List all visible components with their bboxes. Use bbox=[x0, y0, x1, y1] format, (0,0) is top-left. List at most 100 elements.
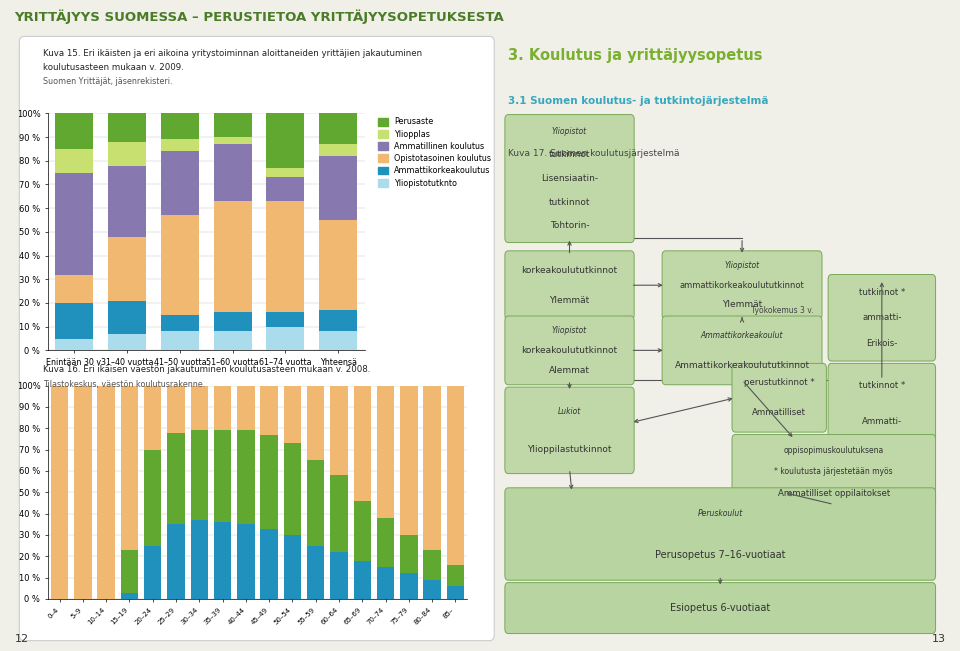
FancyBboxPatch shape bbox=[732, 434, 936, 509]
Bar bbox=[330, 475, 348, 552]
FancyBboxPatch shape bbox=[505, 488, 936, 580]
Bar bbox=[214, 312, 252, 331]
Text: oppisopimuskoulutuksena: oppisopimuskoulutuksena bbox=[783, 445, 884, 454]
Bar bbox=[161, 315, 199, 331]
Bar bbox=[446, 385, 464, 565]
FancyBboxPatch shape bbox=[505, 387, 635, 473]
Text: tutkinnot: tutkinnot bbox=[549, 198, 590, 207]
Bar bbox=[377, 518, 395, 567]
FancyBboxPatch shape bbox=[732, 363, 827, 432]
Bar bbox=[267, 201, 304, 312]
Bar bbox=[267, 327, 304, 350]
Text: Lisensiaatin-: Lisensiaatin- bbox=[540, 174, 598, 183]
Text: Ammattikorkeakoulut: Ammattikorkeakoulut bbox=[701, 331, 783, 340]
Text: Yliopistot: Yliopistot bbox=[725, 261, 759, 270]
Bar bbox=[108, 142, 146, 165]
Bar bbox=[214, 137, 252, 145]
Text: tutkinnot: tutkinnot bbox=[549, 150, 590, 159]
Bar bbox=[161, 151, 199, 215]
Bar bbox=[108, 236, 146, 301]
Bar bbox=[320, 145, 357, 156]
Bar bbox=[307, 460, 324, 546]
Bar bbox=[56, 303, 93, 339]
Bar bbox=[330, 552, 348, 599]
Bar bbox=[267, 177, 304, 201]
Text: koulutusasteen mukaan v. 2009.: koulutusasteen mukaan v. 2009. bbox=[43, 63, 184, 72]
Bar bbox=[400, 535, 418, 574]
Text: Ylemmät: Ylemmät bbox=[722, 301, 762, 309]
Bar bbox=[144, 450, 161, 546]
Bar bbox=[56, 149, 93, 173]
Bar bbox=[307, 385, 324, 460]
Bar bbox=[267, 312, 304, 327]
Text: Kuva 16. Eri ikäisen väestön jakautuminen koulutusasteen mukaan v. 2008.: Kuva 16. Eri ikäisen väestön jakautumine… bbox=[43, 365, 371, 374]
Text: 3.1 Suomen koulutus- ja tutkintojärjestelmä: 3.1 Suomen koulutus- ja tutkintojärjeste… bbox=[509, 96, 769, 105]
FancyBboxPatch shape bbox=[662, 251, 822, 320]
Text: tutkinnot *: tutkinnot * bbox=[858, 288, 905, 297]
Bar bbox=[423, 385, 441, 550]
Text: perustutkinnot *: perustutkinnot * bbox=[744, 378, 814, 387]
Bar bbox=[144, 385, 161, 450]
Bar bbox=[284, 385, 301, 443]
Bar bbox=[377, 567, 395, 599]
Text: Ylioppilastutkinnot: Ylioppilastutkinnot bbox=[527, 445, 612, 454]
Text: Peruskoulut: Peruskoulut bbox=[698, 509, 743, 518]
Text: Esiopetus 6-vuotiaat: Esiopetus 6-vuotiaat bbox=[670, 603, 770, 613]
Bar bbox=[320, 331, 357, 350]
Bar bbox=[353, 385, 371, 501]
Legend: Perusaste, Yliopplas, Ammatillinen koulutus, Opistotasoinen koulutus, Ammattikor: Perusaste, Yliopplas, Ammatillinen koulu… bbox=[378, 117, 492, 187]
Text: tutkinnot *: tutkinnot * bbox=[858, 381, 905, 391]
Bar bbox=[260, 529, 277, 599]
Text: ammatti-: ammatti- bbox=[862, 313, 901, 322]
Bar bbox=[121, 385, 138, 550]
Bar bbox=[446, 565, 464, 586]
FancyBboxPatch shape bbox=[19, 36, 494, 641]
Bar bbox=[377, 385, 395, 518]
Bar bbox=[267, 168, 304, 177]
Bar bbox=[214, 331, 252, 350]
Text: korkeakoulututkinnot: korkeakoulututkinnot bbox=[521, 266, 617, 275]
Text: Erikois-: Erikois- bbox=[866, 339, 898, 348]
Bar bbox=[167, 524, 184, 599]
Bar bbox=[167, 432, 184, 524]
Bar bbox=[214, 113, 252, 137]
Text: Ylemmät: Ylemmät bbox=[549, 296, 589, 305]
FancyBboxPatch shape bbox=[505, 115, 635, 243]
Bar bbox=[284, 535, 301, 599]
Text: Ammattikorkeakoulututkinnot: Ammattikorkeakoulututkinnot bbox=[675, 361, 809, 370]
FancyBboxPatch shape bbox=[505, 251, 635, 320]
Text: Suomen Yrittäjät, jäsenrekisteri.: Suomen Yrittäjät, jäsenrekisteri. bbox=[43, 77, 173, 87]
Bar bbox=[267, 113, 304, 168]
Bar bbox=[56, 173, 93, 275]
Bar bbox=[167, 385, 184, 432]
FancyBboxPatch shape bbox=[505, 583, 936, 633]
Bar bbox=[56, 113, 93, 149]
Bar bbox=[423, 580, 441, 599]
Text: Yliopistot: Yliopistot bbox=[552, 326, 588, 335]
Text: Ammatilliset oppilaitokset: Ammatilliset oppilaitokset bbox=[778, 489, 890, 498]
Text: Tilastokeskus, väestön koulutusrakenne.: Tilastokeskus, väestön koulutusrakenne. bbox=[43, 380, 205, 389]
Text: Perusopetus 7–16-vuotiaat: Perusopetus 7–16-vuotiaat bbox=[655, 549, 785, 560]
Bar bbox=[400, 385, 418, 535]
Bar bbox=[237, 430, 254, 524]
Bar bbox=[353, 501, 371, 561]
Bar bbox=[423, 550, 441, 580]
Bar bbox=[161, 331, 199, 350]
Bar bbox=[320, 310, 357, 331]
Text: Alemmat: Alemmat bbox=[549, 366, 590, 374]
Bar bbox=[237, 524, 254, 599]
Text: Kuva 17. Suomen koulutusjärjestelmä: Kuva 17. Suomen koulutusjärjestelmä bbox=[509, 149, 680, 158]
Bar bbox=[214, 522, 231, 599]
Text: Yliopistot: Yliopistot bbox=[552, 127, 588, 135]
Bar bbox=[214, 145, 252, 201]
Bar bbox=[214, 430, 231, 522]
FancyBboxPatch shape bbox=[828, 275, 936, 361]
Bar bbox=[56, 339, 93, 350]
Bar bbox=[108, 334, 146, 350]
Bar bbox=[353, 561, 371, 599]
Bar bbox=[214, 385, 231, 430]
Bar bbox=[320, 156, 357, 220]
Bar bbox=[446, 586, 464, 599]
Text: Ammatilliset: Ammatilliset bbox=[753, 408, 806, 417]
Bar bbox=[400, 574, 418, 599]
